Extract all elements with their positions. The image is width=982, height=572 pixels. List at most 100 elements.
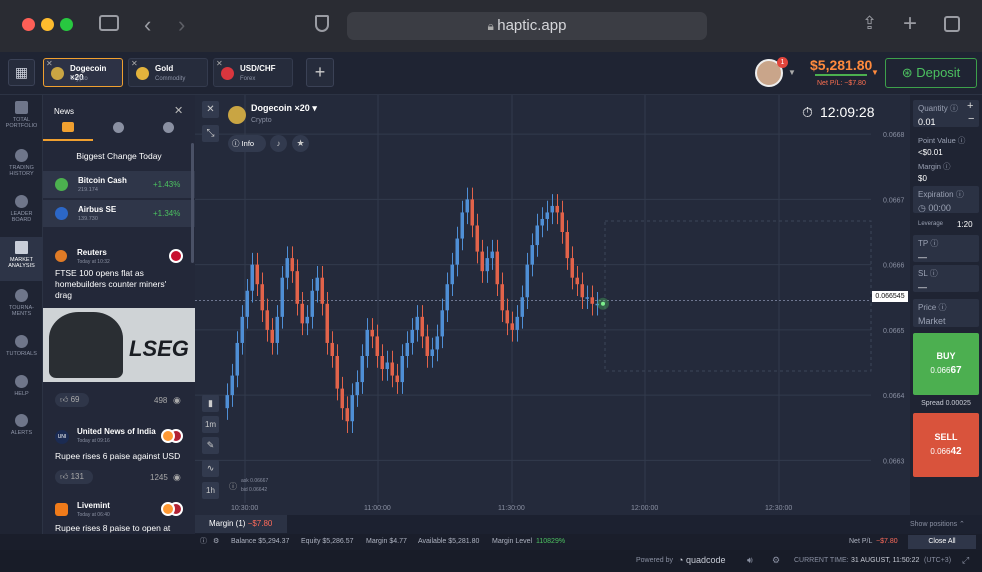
timeframe-button[interactable]: 1h [202, 482, 219, 499]
bank-icon[interactable] [163, 122, 174, 133]
margin-tab[interactable]: Margin (1) −$7.80 [195, 515, 287, 533]
newspaper-icon[interactable] [62, 122, 74, 132]
help-icon[interactable]: ⓘ [950, 104, 959, 113]
scrollbar[interactable] [191, 143, 194, 263]
news-item[interactable]: Reuters Today at 10:32 FTSE 100 opens fl… [43, 240, 195, 416]
close-all-button[interactable]: Close All [908, 535, 976, 549]
nav-trading-history[interactable]: TRADING HISTORY [0, 149, 43, 177]
nav-leaderboard[interactable]: LEADER BOARD [0, 195, 43, 223]
candle [330, 342, 334, 356]
asset-leverage: ×20 [294, 103, 310, 113]
decrement-icon[interactable]: − [968, 113, 975, 125]
address-bar[interactable]: 🔒︎ haptic.app [347, 12, 707, 40]
quantity-field[interactable]: Quantity ⓘ 0.01 [913, 100, 979, 127]
grid-menu-icon[interactable]: ▦ [8, 59, 35, 86]
take-profit-field[interactable]: TP ⓘ — [913, 235, 979, 262]
chart-icon [15, 241, 28, 254]
speaker-icon[interactable]: 🔊︎ [747, 555, 753, 565]
sidebar-toggle-icon[interactable] [99, 15, 119, 31]
bell-icon[interactable]: ♪ [270, 135, 287, 152]
news-item[interactable]: UNI United News of India Today at 09:16 … [43, 420, 195, 490]
balance-bar [815, 74, 867, 76]
close-window-button[interactable] [22, 18, 35, 31]
avatar[interactable] [755, 59, 783, 87]
close-tab-icon[interactable]: ✕ [131, 59, 138, 68]
leverage-value: 1:20 [957, 220, 973, 229]
collapse-icon[interactable]: ⤡ [202, 125, 219, 142]
stop-loss-field[interactable]: SL ⓘ — [913, 265, 979, 292]
close-tab-icon[interactable]: ✕ [46, 59, 53, 68]
deposit-button[interactable]: ⊛ Deposit [885, 58, 977, 88]
show-positions-button[interactable]: Show positions ⌃ [910, 521, 965, 528]
expiration-field[interactable]: Expiration ⓘ ◷ 00:00 [913, 186, 979, 213]
share-icon[interactable]: ⇪ [862, 13, 878, 33]
indicator-icon[interactable]: ∿ [202, 460, 219, 477]
like-button[interactable]: 👍︎ 69 [55, 393, 89, 407]
asset-selector[interactable]: Dogecoin ×20 ▾ [251, 103, 317, 113]
close-tab-icon[interactable]: ✕ [216, 59, 223, 68]
maximize-window-button[interactable] [60, 18, 73, 31]
tab-dogecoin[interactable]: ✕ Dogecoin ×20 Crypto [43, 58, 123, 87]
add-tab-button[interactable]: + [306, 58, 334, 87]
candle [560, 212, 564, 233]
news-source: Livemint [77, 501, 110, 510]
minimize-window-button[interactable] [41, 18, 54, 31]
mover-row[interactable]: Airbus SE 139.730 +1.34% [43, 200, 195, 227]
gear-icon[interactable]: ⚙ [213, 538, 220, 545]
interval-button[interactable]: 1m [202, 416, 219, 433]
candle [295, 271, 299, 304]
nav-market-analysis[interactable]: MARKET ANALYSIS [0, 237, 43, 281]
current-time: 31 AUGUST, 11:50:22 [851, 557, 920, 564]
help-icon[interactable]: ⓘ [200, 538, 207, 545]
clock-icon [15, 149, 28, 162]
increment-icon[interactable]: + [967, 100, 974, 112]
help-icon[interactable]: ⓘ [957, 136, 966, 145]
news-item[interactable]: Livemint Today at 06:40 Rupee rises 8 pa… [43, 495, 195, 550]
info-button[interactable]: ⓘ Info [228, 135, 266, 152]
help-icon[interactable]: ⓘ [929, 269, 938, 278]
nav-tutorials[interactable]: TUTORIALS [0, 335, 43, 357]
price-field[interactable]: Price ⓘ Market [913, 299, 979, 327]
margin-level-value: 110829% [536, 538, 566, 545]
like-button[interactable]: 👍︎ 131 [55, 470, 93, 484]
help-icon[interactable]: ⓘ [955, 190, 964, 199]
shield-icon[interactable] [315, 15, 329, 32]
chevron-down-icon[interactable]: ▼ [788, 68, 796, 77]
close-chart-icon[interactable]: ✕ [202, 101, 219, 118]
help-icon[interactable]: ⓘ [930, 239, 939, 248]
candle [525, 264, 529, 298]
sell-button[interactable]: SELL 0.06642 [913, 413, 979, 477]
balance-chevron-icon[interactable]: ▼ [871, 68, 879, 77]
back-icon[interactable]: ‹ [144, 12, 152, 37]
dollar-icon[interactable] [113, 122, 124, 133]
tab-usdchf[interactable]: ✕ USD/CHF Forex [213, 58, 293, 87]
nav-label: TOURNA- [9, 305, 34, 311]
forward-icon[interactable]: › [178, 12, 186, 37]
new-tab-icon[interactable]: + [903, 10, 918, 37]
news-source: Reuters [77, 248, 107, 257]
nav-total-portfolio[interactable]: TOTAL PORTFOLIO [0, 101, 43, 129]
view-count: 1245 [150, 473, 168, 482]
help-icon[interactable]: ⓘ [943, 162, 951, 171]
nav-tournaments[interactable]: TOURNA- MENTS [0, 289, 43, 317]
active-tab-indicator [43, 139, 93, 141]
close-icon[interactable]: ✕ [174, 105, 184, 117]
star-icon[interactable]: ★ [292, 135, 309, 152]
price-chart[interactable]: 0.0668 0.0667 0.0666 0.0665 0.0664 0.0663 10:3… [195, 95, 910, 515]
mover-row[interactable]: Bitcoin Cash 219.174 +1.43% [43, 171, 195, 198]
nav-help[interactable]: HELP [0, 375, 43, 397]
fullscreen-icon[interactable]: ⤢ [962, 555, 970, 565]
candle-type-icon[interactable]: ▮ [202, 395, 219, 412]
buy-button[interactable]: BUY 0.06667 [913, 333, 979, 395]
pencil-icon[interactable]: ✎ [202, 437, 219, 454]
settings-icon[interactable]: ⚙ [772, 555, 781, 565]
help-icon[interactable]: ⓘ [229, 482, 237, 491]
nav-alerts[interactable]: ALERTS [0, 414, 43, 436]
account-balance[interactable]: $5,281.80 [810, 57, 873, 73]
tab-gold[interactable]: ✕ Gold Commodity [128, 58, 208, 87]
powered-by: Powered by [636, 557, 673, 564]
tab-overview-icon[interactable] [944, 16, 960, 32]
field-label: TP [918, 239, 929, 248]
x-tick-label: 12:00:00 [631, 505, 658, 512]
help-icon[interactable]: ⓘ [938, 303, 947, 312]
